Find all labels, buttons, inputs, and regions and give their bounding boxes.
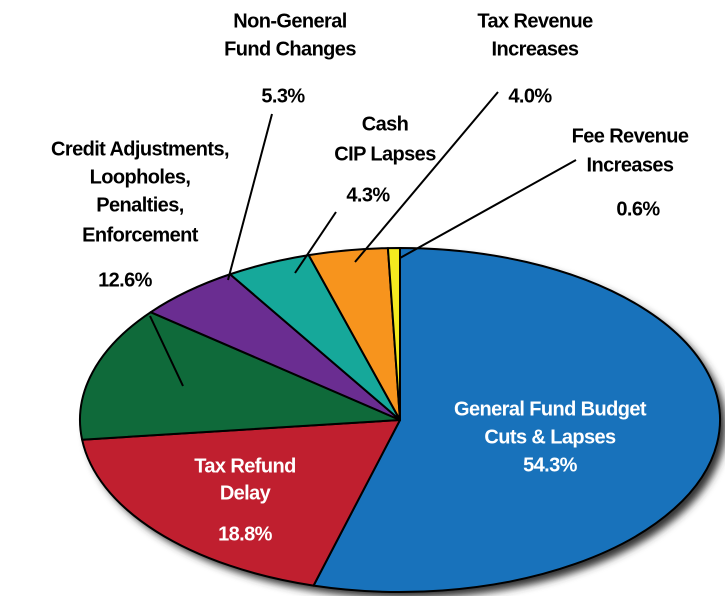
pie-slice [79, 311, 401, 441]
slice-label: Non-General [233, 10, 346, 32]
slice-label: Enforcement [82, 224, 199, 246]
value-label: 5.3% [261, 85, 305, 107]
value-label: 4.3% [346, 184, 390, 206]
slice-label: Delay [220, 482, 272, 504]
slice-label: CIP Lapses [334, 143, 436, 165]
value-label: 4.0% [508, 85, 552, 107]
slice-label: Tax Refund [194, 455, 295, 477]
slice-label: Fee Revenue [572, 125, 689, 147]
leader-line [399, 159, 577, 259]
value-label: 54.3% [523, 454, 578, 476]
pie-slice [386, 246, 401, 421]
slice-label: Tax Revenue [477, 10, 593, 32]
leader-line [294, 211, 337, 274]
slice-label: Penalties, [96, 194, 183, 216]
slice-label: Credit Adjustments, [51, 138, 229, 160]
slice-label: Increases [587, 154, 674, 176]
slice-label: Loopholes, [90, 166, 191, 188]
slice-label: Cuts & Lapses [484, 426, 616, 448]
leader-line [149, 315, 184, 387]
leader-line [354, 91, 499, 263]
value-label: 0.6% [616, 198, 660, 220]
value-label: 12.6% [98, 269, 153, 291]
slice-label: Fund Changes [224, 38, 356, 60]
pie-slice [312, 247, 721, 593]
value-label: 18.8% [218, 523, 273, 545]
slice-label: Cash [362, 113, 409, 135]
leader-line [227, 113, 273, 281]
slice-label: General Fund Budget [454, 398, 647, 420]
pie-slice [81, 419, 401, 587]
slice-label: Increases [492, 38, 579, 60]
